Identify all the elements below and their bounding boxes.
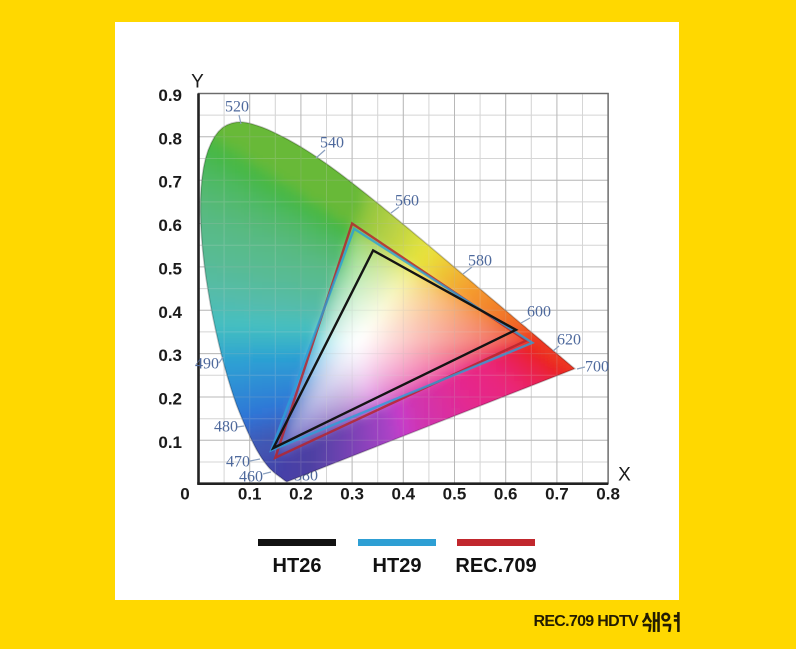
- svg-text:0.1: 0.1: [158, 433, 182, 452]
- svg-text:REC.709: REC.709: [455, 555, 536, 577]
- svg-text:490: 490: [195, 356, 219, 373]
- svg-text:0.3: 0.3: [340, 485, 364, 504]
- svg-text:0.2: 0.2: [158, 390, 182, 409]
- svg-text:0.5: 0.5: [443, 485, 467, 504]
- svg-text:HT29: HT29: [373, 555, 422, 577]
- svg-text:470: 470: [226, 454, 250, 471]
- svg-text:0.1: 0.1: [238, 485, 262, 504]
- svg-text:0.3: 0.3: [158, 346, 182, 365]
- svg-text:Y: Y: [191, 72, 204, 93]
- svg-text:0: 0: [180, 485, 189, 504]
- svg-text:580: 580: [468, 253, 492, 270]
- svg-text:0.8: 0.8: [158, 129, 182, 148]
- svg-text:600: 600: [527, 304, 551, 321]
- svg-text:0.2: 0.2: [289, 485, 313, 504]
- svg-text:520: 520: [225, 99, 249, 116]
- svg-text:0.7: 0.7: [158, 173, 182, 192]
- svg-text:0.4: 0.4: [158, 303, 182, 322]
- svg-text:460: 460: [239, 469, 263, 486]
- svg-text:480: 480: [214, 419, 238, 436]
- svg-text:0.6: 0.6: [158, 216, 182, 235]
- svg-text:700: 700: [585, 359, 609, 376]
- svg-text:X: X: [618, 465, 631, 486]
- svg-text:0.7: 0.7: [545, 485, 569, 504]
- svg-text:HT26: HT26: [273, 555, 322, 577]
- svg-text:0.6: 0.6: [494, 485, 518, 504]
- svg-text:0.4: 0.4: [391, 485, 415, 504]
- svg-text:620: 620: [557, 332, 581, 349]
- svg-text:0.8: 0.8: [596, 485, 620, 504]
- svg-text:540: 540: [320, 135, 344, 152]
- svg-text:560: 560: [395, 193, 419, 210]
- svg-text:0.5: 0.5: [158, 259, 182, 278]
- svg-text:0.9: 0.9: [158, 86, 182, 105]
